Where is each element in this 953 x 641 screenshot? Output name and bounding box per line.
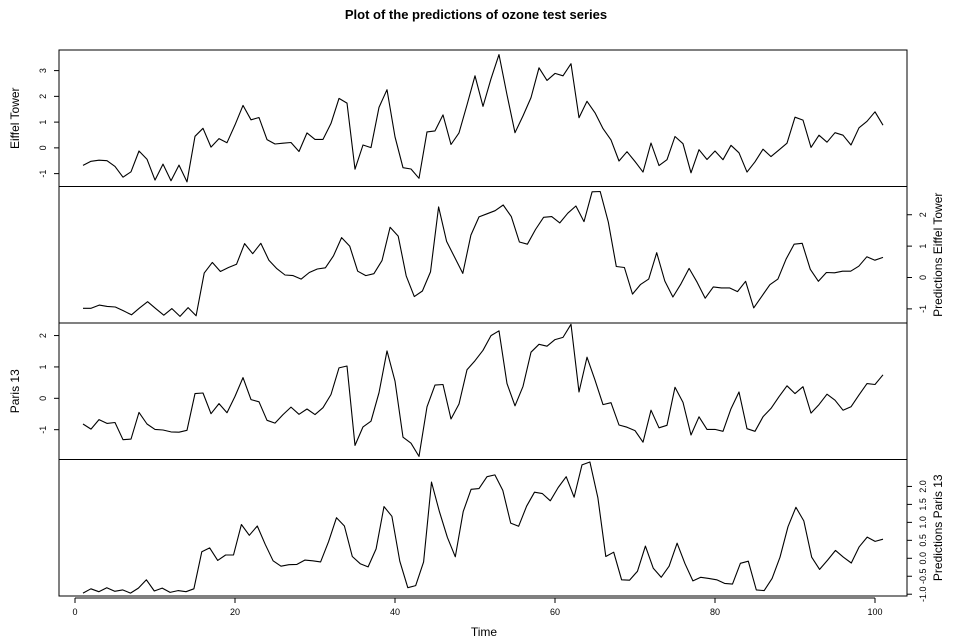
panel-paris-13: -1 0 1 2 Paris 13 xyxy=(8,322,908,460)
y-tick-label: 0 xyxy=(38,145,48,150)
x-tick-label: 0 xyxy=(72,607,77,617)
y-tick-label: -1 xyxy=(38,426,48,434)
panel-frame xyxy=(58,322,908,460)
y-tick-label: -1.0 xyxy=(918,586,928,602)
x-tick-label: 80 xyxy=(710,607,720,617)
y-tick-label: 2 xyxy=(38,333,48,338)
y-tick-label: 0 xyxy=(918,275,928,280)
chart-title: Plot of the predictions of ozone test se… xyxy=(345,7,607,22)
y-axis-label-predictions-paris-13: Predictions Paris 13 xyxy=(931,474,945,581)
series-line-predictions-eiffel-tower xyxy=(83,190,884,317)
y-tick-label: 1 xyxy=(38,120,48,125)
y-tick-label: 2 xyxy=(38,94,48,99)
y-tick-label: 3 xyxy=(38,68,48,73)
panel-frame xyxy=(58,49,908,187)
y-tick-label: 1.5 xyxy=(918,498,928,511)
y-tick-label: 1 xyxy=(918,244,928,249)
series-line-eiffel-tower xyxy=(82,54,884,183)
panel-predictions-paris-13: -1.0 -0.5 0.0 0.5 1.0 1.5 2.0 Predictions Paris… xyxy=(58,459,945,602)
panel-frame xyxy=(58,186,908,324)
x-tick-label: 60 xyxy=(550,607,560,617)
y-tick-label: 2 xyxy=(918,212,928,217)
y-tick-label: 0.0 xyxy=(918,552,928,565)
y-axis-label-predictions-eiffel-tower: Predictions Eiffel Tower xyxy=(931,193,945,317)
x-tick-label: 100 xyxy=(867,607,882,617)
x-axis: 0 20 40 60 80 100 xyxy=(72,597,883,617)
series-line-predictions-paris-13 xyxy=(82,461,884,594)
series-line-paris-13 xyxy=(82,323,884,457)
y-axis-label-paris-13: Paris 13 xyxy=(8,369,22,413)
y-tick-label: 1 xyxy=(38,364,48,369)
y-tick-label: -1 xyxy=(918,305,928,313)
y-tick-label: 0 xyxy=(38,396,48,401)
x-tick-label: 40 xyxy=(390,607,400,617)
x-axis-label: Time xyxy=(471,625,498,639)
x-tick-label: 20 xyxy=(230,607,240,617)
y-tick-label: 2.0 xyxy=(918,480,928,493)
y-tick-label: -1 xyxy=(38,170,48,178)
panel-frame xyxy=(58,459,908,597)
y-tick-label: -0.5 xyxy=(918,568,928,584)
y-axis-label-eiffel-tower: Eiffel Tower xyxy=(8,87,22,149)
panel-predictions-eiffel-tower: -1 0 1 2 Predictions Eiffel Tower xyxy=(58,186,945,324)
y-tick-label: 0.5 xyxy=(918,534,928,547)
y-tick-label: 1.0 xyxy=(918,516,928,529)
panel-eiffel-tower: -1 0 1 2 3 Eiffel Tower xyxy=(8,49,908,187)
